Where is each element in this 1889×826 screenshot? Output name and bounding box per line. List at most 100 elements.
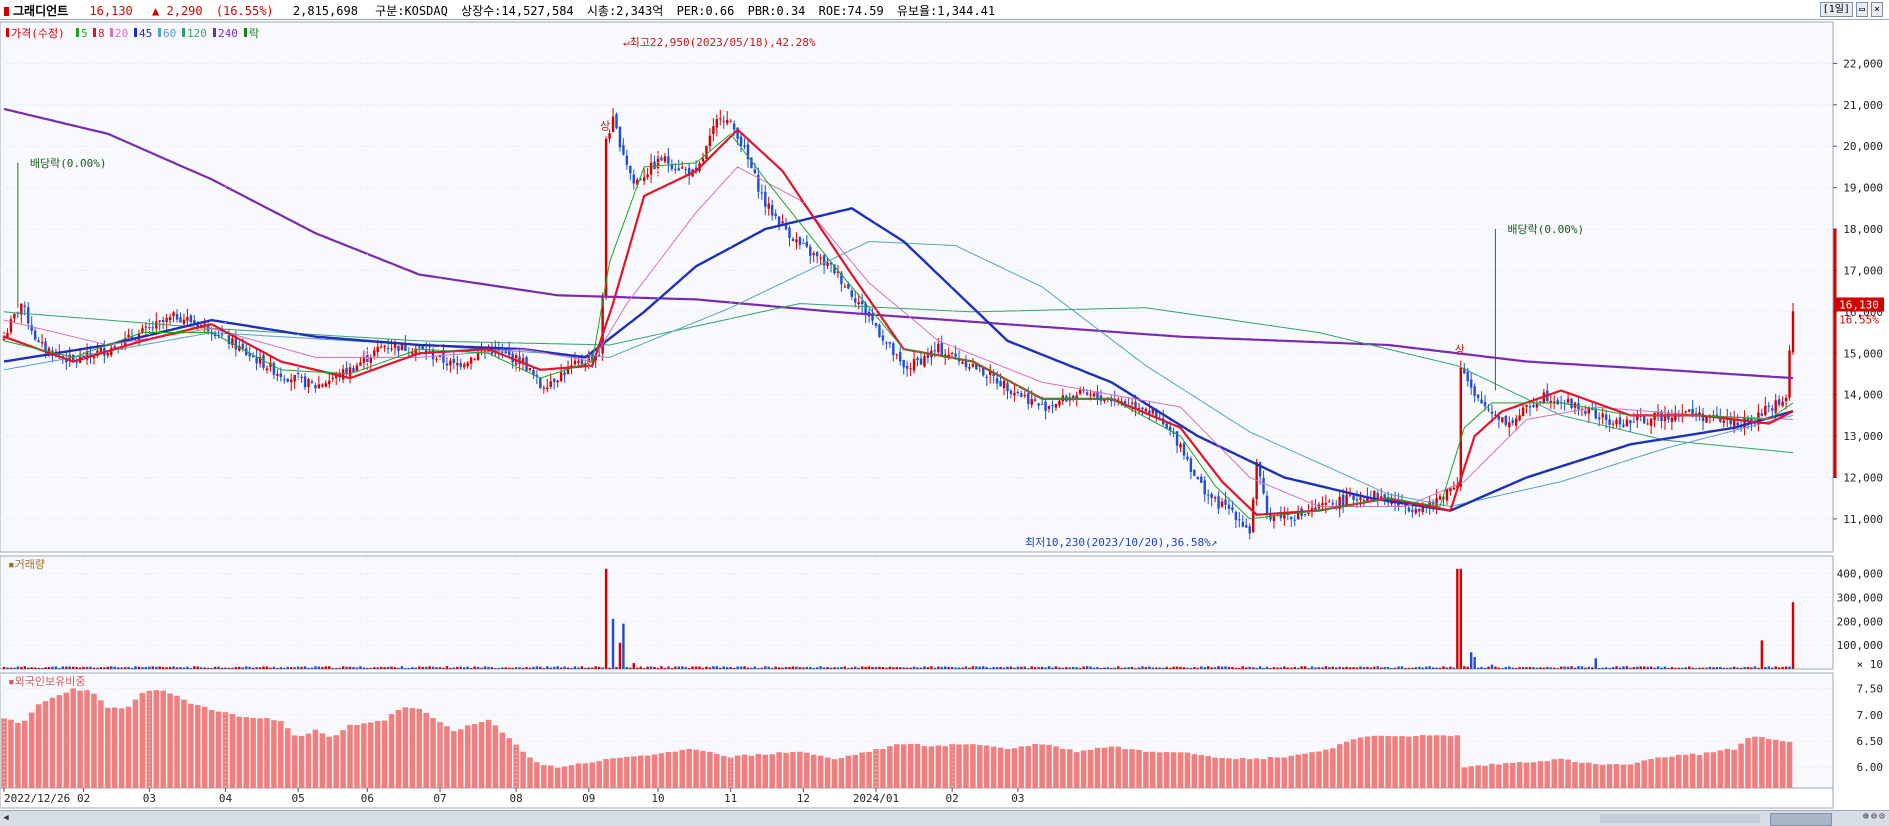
volume-bar	[497, 668, 501, 670]
restore-icon[interactable]: ▭	[1855, 2, 1868, 17]
price-tick-label: 20,000	[1843, 140, 1883, 153]
chart-scrollbar[interactable]: ◀ ⊕ ⊖ ⊙	[0, 810, 1889, 826]
foreign-title: ▪외국인보유비중	[8, 675, 85, 688]
volume-bar	[1310, 666, 1314, 669]
foreign-bar	[132, 699, 139, 788]
foreign-bar	[181, 699, 187, 788]
volume-bar	[1300, 666, 1303, 669]
volume-bar	[348, 666, 352, 669]
scroll-thumb[interactable]	[1770, 813, 1832, 826]
price-tick-label: 19,000	[1843, 182, 1883, 195]
candle-body	[528, 368, 532, 371]
volume-bar	[559, 667, 563, 669]
volume-bar	[269, 667, 272, 669]
volume-bar	[116, 667, 120, 669]
volume-bar	[701, 667, 705, 669]
candle-body	[905, 365, 909, 369]
stock-name[interactable]: 그래디언트	[13, 4, 69, 18]
candle-body	[1376, 493, 1379, 500]
foreign-tick-label: 6.00	[1857, 761, 1884, 774]
volume-bar	[1276, 667, 1279, 669]
candle-body	[829, 262, 833, 265]
candle-body	[770, 205, 774, 216]
candle-body	[65, 358, 68, 363]
zoom-reset-icon[interactable]: ⊙	[1878, 811, 1885, 822]
candle-body	[1023, 394, 1027, 396]
volume-bar	[1345, 666, 1348, 669]
foreign-bar	[1786, 741, 1793, 788]
limit-up-marker: 상	[1455, 343, 1465, 356]
candle-body	[632, 174, 635, 184]
zoom-in-icon[interactable]: ⊕	[1862, 811, 1869, 822]
candle-body	[1566, 398, 1570, 403]
candle-body	[1165, 423, 1168, 429]
volume-bar	[774, 666, 777, 669]
candle-body	[670, 164, 674, 169]
candle-body	[840, 272, 843, 285]
candle-body	[1103, 399, 1106, 402]
volume-bar	[1255, 667, 1258, 669]
volume-bar	[995, 667, 999, 669]
volume-bar	[1248, 666, 1251, 669]
candle-body	[1525, 404, 1528, 407]
volume-bar	[200, 667, 203, 669]
volume-bar	[1241, 666, 1245, 669]
foreign-bar	[278, 721, 284, 788]
volume-bar	[123, 667, 127, 669]
candle-body	[47, 348, 51, 353]
candle-body	[760, 192, 764, 194]
candle-body	[791, 238, 795, 242]
candle-body	[746, 144, 750, 160]
stock-chart[interactable]: 22,00021,00020,00019,00018,00017,00016,0…	[0, 20, 1889, 810]
foreign-bar	[1572, 761, 1578, 788]
volume-bar	[964, 666, 968, 669]
candle-body	[1307, 512, 1310, 514]
foreign-bar	[1620, 764, 1627, 788]
window-buttons: [1일] ▭ ×	[1819, 2, 1883, 17]
close-icon[interactable]: ×	[1870, 2, 1883, 17]
foreign-tick-label: 7.00	[1857, 709, 1884, 722]
candle-body	[265, 368, 269, 371]
candle-body	[1445, 488, 1449, 501]
volume-bar	[1549, 667, 1552, 669]
volume-bar	[175, 667, 179, 669]
candle-body	[549, 381, 552, 387]
scroll-track[interactable]	[1600, 814, 1760, 823]
legend-swatch	[244, 28, 247, 37]
foreign-bar	[21, 720, 28, 788]
zoom-out-icon[interactable]: ⊖	[1870, 811, 1877, 822]
volume-bar	[518, 667, 521, 669]
candle-body	[1303, 513, 1307, 515]
volume-bar	[1044, 667, 1047, 669]
scroll-left-icon[interactable]: ◀	[3, 813, 9, 823]
candle-body	[110, 347, 113, 356]
volume-bar	[521, 667, 525, 669]
foreign-bar	[1419, 735, 1426, 788]
volume-bar	[1497, 667, 1501, 669]
volume-bar	[975, 666, 978, 669]
foreign-bar	[1745, 738, 1751, 788]
volume-bar	[1078, 667, 1082, 669]
candle-body	[1182, 443, 1186, 456]
volume-bar	[1760, 640, 1764, 669]
candle-body	[1203, 480, 1206, 495]
candle-body	[1480, 399, 1483, 404]
candle-body	[1234, 511, 1238, 521]
volume-bar	[369, 667, 373, 669]
volume-bar	[1698, 667, 1701, 669]
volume-bar	[1726, 667, 1729, 669]
x-tick-label: 04	[219, 792, 233, 805]
foreign-bar	[1018, 746, 1025, 788]
candle-body	[1262, 477, 1265, 494]
volume-bar	[1553, 667, 1556, 669]
candle-body	[1348, 494, 1352, 496]
foreign-bar	[243, 717, 249, 788]
candle-body	[255, 357, 258, 364]
volume-bar	[1206, 666, 1210, 669]
foreign-bar	[319, 733, 326, 788]
volume-bar	[1476, 667, 1480, 669]
period-button[interactable]: [1일]	[1819, 2, 1853, 17]
candle-body	[577, 361, 580, 364]
candle-body	[923, 355, 926, 367]
foreign-bar	[596, 761, 602, 788]
